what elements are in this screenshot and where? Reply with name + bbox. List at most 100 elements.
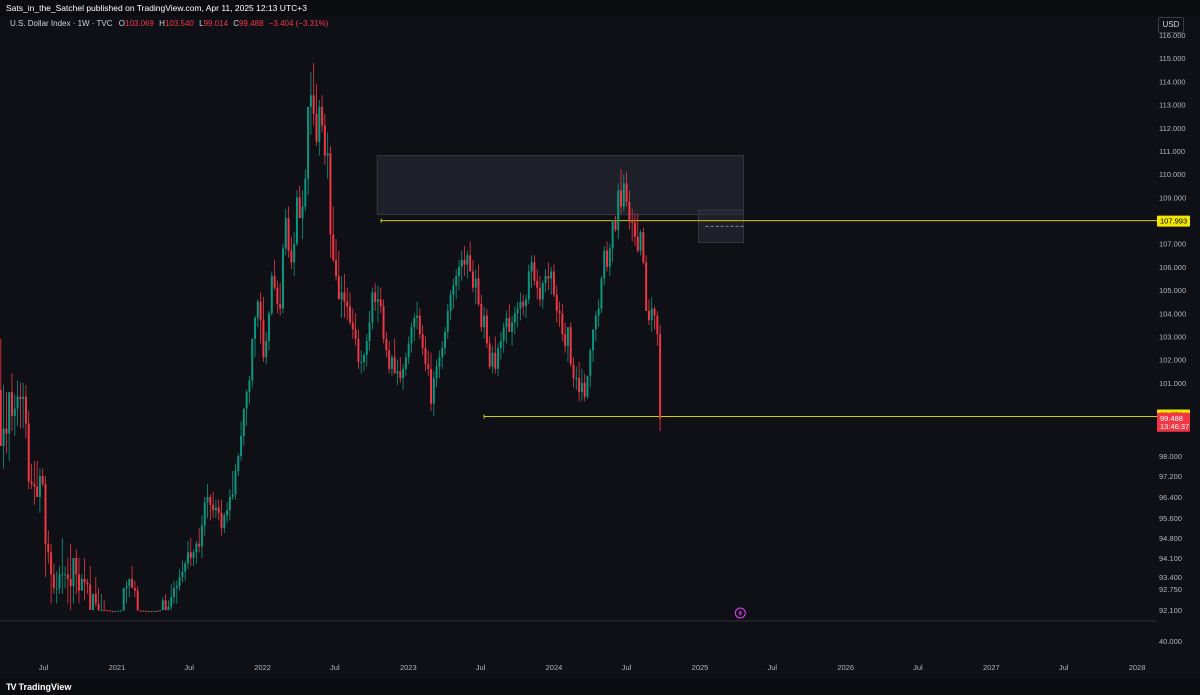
candle bbox=[511, 315, 514, 346]
candle bbox=[75, 549, 78, 594]
candle bbox=[430, 352, 433, 411]
candle bbox=[181, 560, 184, 583]
candle bbox=[200, 515, 203, 558]
lightning-alert-icon[interactable] bbox=[734, 607, 746, 619]
candle bbox=[382, 299, 385, 344]
candle bbox=[178, 568, 181, 591]
candle-body bbox=[156, 611, 159, 613]
candle-body bbox=[237, 456, 240, 471]
candle-body bbox=[321, 106, 324, 126]
candle bbox=[594, 310, 597, 342]
candle-body bbox=[256, 301, 259, 318]
candle bbox=[125, 580, 128, 604]
candle-body bbox=[466, 255, 469, 265]
candle-body bbox=[214, 507, 217, 511]
high-value: 103.540 bbox=[164, 19, 194, 28]
alert-icon-bolt bbox=[738, 609, 743, 617]
candle bbox=[312, 62, 315, 126]
candle-body bbox=[552, 271, 555, 295]
candle bbox=[544, 269, 547, 293]
candle-body bbox=[444, 331, 446, 349]
candle-body bbox=[97, 603, 100, 611]
candle bbox=[136, 586, 139, 611]
candle-body bbox=[145, 610, 148, 612]
candle-body bbox=[279, 303, 282, 309]
candle bbox=[332, 206, 335, 263]
candle-body bbox=[580, 382, 583, 393]
candle-body bbox=[92, 593, 94, 610]
currency-button[interactable]: USD bbox=[1158, 17, 1184, 33]
candle bbox=[114, 610, 117, 613]
candle-body bbox=[173, 588, 175, 598]
candle bbox=[600, 276, 603, 314]
candle-body bbox=[228, 497, 231, 511]
y-tick-label: 97.200 bbox=[1159, 472, 1182, 481]
candle-body bbox=[192, 552, 195, 558]
candle-body bbox=[30, 481, 33, 484]
candle bbox=[575, 366, 578, 390]
x-tick-label: Jul bbox=[39, 663, 49, 672]
candle-body bbox=[281, 248, 284, 309]
candle bbox=[449, 290, 452, 321]
candle bbox=[444, 327, 446, 355]
candle-body bbox=[642, 232, 645, 263]
candle bbox=[80, 574, 83, 591]
candle-body bbox=[47, 543, 50, 553]
close-label: C bbox=[233, 19, 240, 28]
candle bbox=[293, 232, 296, 277]
candle-body bbox=[55, 588, 58, 590]
candle-body bbox=[340, 292, 343, 300]
candle-body bbox=[181, 571, 184, 577]
candle bbox=[499, 331, 502, 360]
candle-body bbox=[463, 259, 466, 265]
candle bbox=[55, 571, 58, 604]
candle-body bbox=[242, 408, 245, 436]
candle-body bbox=[50, 552, 53, 575]
candle bbox=[209, 494, 212, 521]
candle-body bbox=[58, 574, 61, 589]
candle-body bbox=[329, 153, 332, 235]
candle-body bbox=[307, 106, 310, 179]
candle bbox=[58, 566, 61, 594]
candle bbox=[309, 72, 312, 135]
candle-body bbox=[64, 574, 67, 576]
candle-body bbox=[69, 578, 72, 587]
candle-body bbox=[357, 338, 360, 362]
candle-body bbox=[223, 515, 226, 528]
candle-body bbox=[75, 558, 78, 575]
candle-body bbox=[446, 310, 449, 332]
candle bbox=[527, 264, 530, 304]
candle-body bbox=[594, 315, 597, 330]
bar-countdown-label: 13:46:37 bbox=[1160, 422, 1189, 431]
y-tick-label: 114.000 bbox=[1159, 77, 1186, 86]
candle bbox=[578, 361, 581, 402]
candle bbox=[457, 259, 460, 291]
candle bbox=[36, 461, 39, 497]
candle-body bbox=[184, 563, 187, 572]
candle-body bbox=[78, 574, 81, 591]
candle-body bbox=[27, 423, 30, 482]
candle bbox=[614, 215, 617, 233]
candle bbox=[184, 560, 187, 581]
candle bbox=[94, 577, 97, 607]
candle bbox=[89, 566, 92, 610]
candle-body bbox=[550, 271, 553, 279]
candle-body bbox=[533, 262, 536, 281]
candle bbox=[620, 169, 622, 214]
candle-body bbox=[416, 315, 419, 318]
candle bbox=[441, 341, 444, 369]
candle bbox=[105, 610, 108, 612]
candle bbox=[41, 468, 44, 487]
candle bbox=[622, 174, 625, 212]
x-tick-label: 2026 bbox=[837, 663, 854, 672]
tradingview-logo[interactable]: TV TradingView bbox=[6, 682, 71, 692]
candle-body bbox=[418, 315, 421, 335]
candle-body bbox=[195, 543, 198, 553]
candle-body bbox=[270, 276, 273, 314]
symbol-name[interactable]: U.S. Dollar Index · 1W · TVC bbox=[10, 19, 113, 28]
candle bbox=[645, 255, 648, 311]
candle-body bbox=[41, 476, 44, 484]
candle bbox=[502, 322, 505, 353]
candle-body bbox=[485, 315, 488, 344]
